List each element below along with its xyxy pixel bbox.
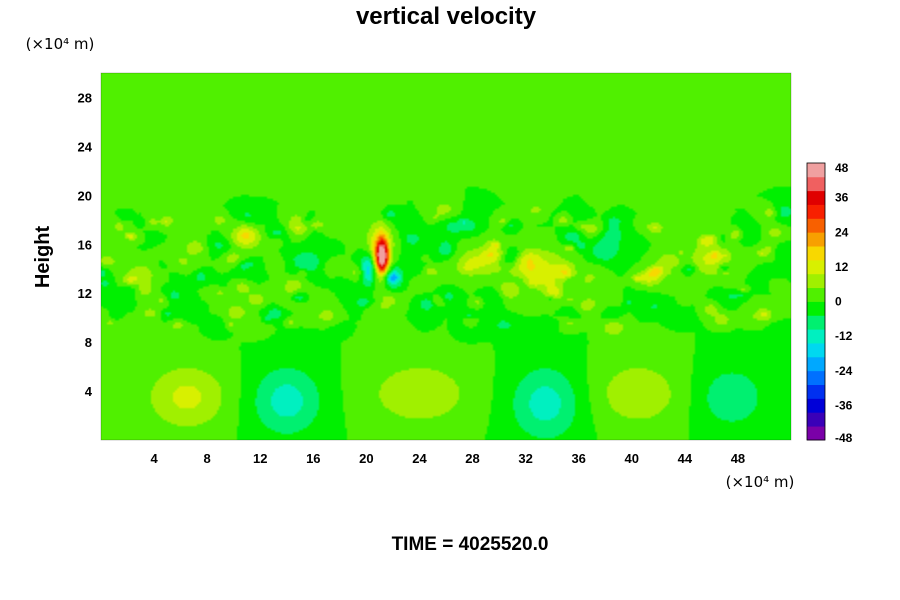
colorbar-segment	[807, 287, 825, 302]
y-tick-label: 24	[78, 139, 93, 154]
colorbar-ticks: 48 36 24 12 0 -12 -24 -36 -48	[835, 161, 853, 445]
y-tick-label: 28	[78, 90, 92, 105]
colorbar-segment	[807, 315, 825, 330]
y-tick-label: 12	[78, 286, 92, 301]
colorbar-segment	[807, 343, 825, 358]
colorbar-segment	[807, 412, 825, 427]
colorbar-segment	[807, 163, 825, 178]
colorbar-frame	[806, 162, 826, 441]
x-tick-label: 48	[731, 451, 745, 466]
plot-frame	[100, 72, 792, 441]
x-tick-label: 4	[150, 451, 158, 466]
colorbar-segment	[807, 384, 825, 399]
colorbar-tick-label: 36	[835, 191, 849, 205]
x-tick-label: 36	[571, 451, 585, 466]
colorbar-tick-label: 48	[835, 161, 849, 175]
colorbar-tick-label: 24	[835, 225, 849, 239]
colorbar-segment	[807, 246, 825, 261]
colorbar-tick-label: -24	[835, 364, 853, 378]
plot-area	[100, 72, 792, 441]
y-tick-label: 20	[78, 188, 92, 203]
colorbar-tick-label: 0	[835, 295, 842, 309]
colorbar-tick-label: 12	[835, 260, 849, 274]
colorbar-tick-label: -48	[835, 431, 853, 445]
colorbar-segment	[807, 190, 825, 205]
colorbar-segment	[807, 398, 825, 413]
y-tick-label: 16	[78, 237, 92, 252]
y-axis-unit: (×10⁴ m)	[26, 35, 95, 53]
x-axis-ticks: 4 8 12 16 20 24 28 32 36 40 44 48	[150, 451, 745, 466]
colorbar-segment	[807, 259, 825, 275]
x-tick-label: 40	[625, 451, 639, 466]
colorbar-segment	[807, 232, 825, 247]
x-tick-label: 24	[412, 451, 427, 466]
x-axis-unit: (×10⁴ m)	[726, 473, 795, 491]
colorbar-segment	[807, 356, 825, 372]
x-tick-label: 32	[518, 451, 532, 466]
y-tick-label: 4	[85, 384, 93, 399]
colorbar-tick-label: -12	[835, 329, 853, 343]
y-tick-label: 8	[85, 335, 92, 350]
time-label: TIME = 4025520.0	[392, 534, 549, 555]
chart-title: vertical velocity	[356, 3, 537, 30]
x-tick-label: 28	[465, 451, 479, 466]
colorbar	[806, 162, 826, 441]
colorbar-segment	[807, 426, 825, 441]
x-tick-label: 44	[678, 451, 693, 466]
colorbar-segment	[807, 218, 825, 233]
colorbar-tick-label: -36	[835, 398, 853, 412]
x-tick-label: 8	[204, 451, 211, 466]
colorbar-segment	[807, 301, 825, 316]
x-tick-label: 20	[359, 451, 373, 466]
y-axis-ticks: 4 8 12 16 20 24 28	[78, 90, 93, 399]
colorbar-segment	[807, 370, 825, 385]
colorbar-segment	[807, 204, 825, 219]
x-tick-label: 16	[306, 451, 320, 466]
velocity-field-heatmap	[101, 73, 791, 440]
colorbar-segment	[807, 273, 825, 289]
colorbar-segment	[807, 329, 825, 344]
x-tick-label: 12	[253, 451, 267, 466]
colorbar-segment	[807, 176, 825, 192]
y-axis-label: Height	[32, 226, 54, 289]
